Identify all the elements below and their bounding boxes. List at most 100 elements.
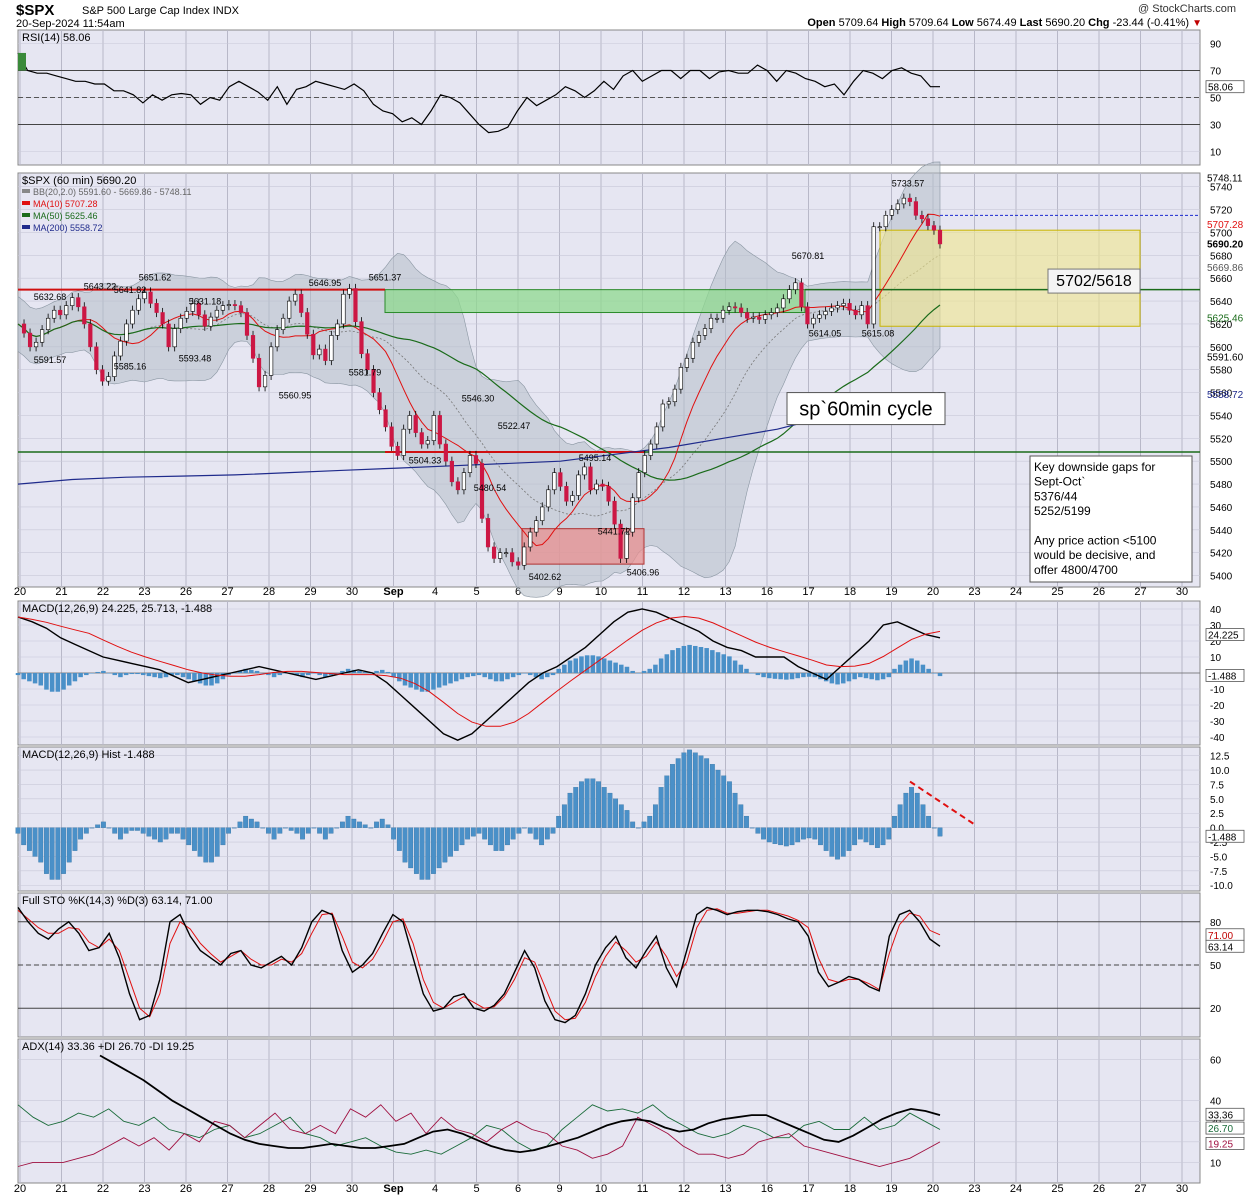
hist-trend-line — [909, 780, 976, 826]
macd-histogram-bar — [539, 673, 544, 680]
hist-bar — [118, 827, 123, 840]
price-candle — [516, 561, 521, 566]
price-candle — [558, 472, 563, 487]
hist-bar — [601, 787, 607, 828]
x-tick-label: 24 — [1010, 586, 1022, 598]
price-candle — [570, 495, 575, 502]
hist-bar — [487, 827, 493, 846]
price-candle — [365, 353, 370, 371]
hist-bar — [715, 769, 721, 828]
price-right-label: 5707.28 — [1207, 220, 1244, 231]
price-candle — [130, 309, 135, 325]
price-candle — [479, 463, 485, 519]
adx-y-tick: 40 — [1210, 1097, 1222, 1108]
price-annotation: 5402.62 — [529, 572, 562, 582]
macd-histogram-bar — [527, 673, 533, 676]
x-tick-label: 28 — [263, 586, 275, 598]
x-tick-label: 22 — [97, 1183, 109, 1195]
price-candle — [702, 328, 708, 336]
hist-bar — [431, 827, 436, 874]
hist-bar — [21, 827, 27, 846]
price-candle — [847, 303, 852, 311]
hist-bar — [169, 827, 175, 834]
macd-histogram-bar — [402, 673, 408, 686]
hist-bar — [886, 827, 892, 840]
hist-bar — [897, 804, 903, 828]
hist-bar — [618, 804, 624, 828]
adx-line — [99, 1054, 941, 1154]
price-annotation: 5591.57 — [34, 355, 67, 365]
rsi-overbought-fill — [18, 52, 26, 71]
x-tick-label: 25 — [1051, 1183, 1063, 1195]
hist-bar — [892, 815, 897, 828]
macd-histogram-bar — [493, 673, 499, 682]
price-candle — [359, 321, 364, 354]
x-tick-label: 12 — [678, 586, 690, 598]
price-candle — [106, 376, 111, 382]
price-candle — [287, 300, 292, 319]
macd-histogram-bar — [362, 671, 368, 673]
hist-bar — [482, 827, 488, 840]
price-candle — [895, 203, 900, 210]
price-candle — [76, 297, 81, 308]
price-y-tick: 5640 — [1210, 297, 1233, 308]
macd-y-tick: 10 — [1210, 653, 1222, 664]
macd-histogram-bar — [601, 658, 607, 673]
price-candle — [877, 226, 882, 229]
hist-bar — [419, 827, 425, 880]
histogram-y-tick: 10.0 — [1210, 766, 1230, 777]
price-candle — [871, 226, 876, 325]
macd-histogram-bar — [658, 658, 664, 673]
hist-bar — [613, 798, 619, 828]
adx-value-tag — [1205, 1107, 1245, 1121]
price-candle — [52, 309, 57, 319]
macd-histogram-bar — [397, 673, 402, 682]
macd-histogram-bar — [425, 673, 431, 692]
hist-bar — [579, 781, 584, 828]
macd-histogram-bar — [169, 673, 174, 676]
macd-histogram-bar — [146, 673, 152, 677]
price-candle — [859, 305, 864, 316]
x-tick-label: 28 — [263, 1183, 275, 1195]
macd-histogram-bar — [106, 673, 112, 674]
macd-histogram-bar — [852, 673, 857, 680]
macd-histogram-bar — [562, 664, 567, 673]
price-candle — [714, 317, 720, 320]
price-candle — [781, 298, 786, 309]
hist-bar — [32, 827, 38, 857]
price-y-tick: 5420 — [1210, 549, 1233, 560]
price-candle — [58, 309, 63, 316]
price-candle — [323, 348, 328, 361]
hist-bar — [66, 827, 72, 863]
macd-histogram-bar — [89, 673, 95, 674]
price-candle — [335, 323, 340, 336]
macd-histogram-bar — [340, 670, 345, 673]
hist-bar — [920, 804, 926, 828]
note-line: offer 4800/4700 — [1034, 563, 1118, 577]
macd-histogram-bar — [721, 654, 726, 673]
price-candle — [166, 323, 171, 348]
macd-signal-line — [17, 615, 941, 727]
price-candle — [449, 460, 454, 483]
macd-histogram-bar — [419, 673, 425, 692]
down-arrow-icon: ▼ — [1192, 18, 1202, 29]
price-y-tick: 5700 — [1210, 228, 1233, 239]
macd-histogram-bar — [294, 673, 300, 676]
price-candle — [510, 552, 515, 563]
note-line: would be decisive, and — [1033, 548, 1155, 562]
macd-histogram-bar — [414, 673, 419, 690]
macd-histogram-bar — [488, 673, 493, 680]
legend-swatch — [22, 189, 30, 193]
macd-histogram-bar — [323, 673, 328, 678]
hist-bar — [72, 827, 78, 851]
last-label: Last — [1019, 17, 1043, 29]
price-candle — [642, 455, 647, 473]
stochastic-y-tick: 80 — [1210, 918, 1222, 929]
macd-histogram-bar — [431, 673, 436, 690]
macd-y-tick: -10 — [1210, 685, 1225, 696]
macd-y-tick: 30 — [1210, 621, 1222, 632]
macd-histogram-bar — [829, 673, 835, 684]
hist-bar — [869, 827, 875, 846]
hist-bar — [100, 821, 106, 828]
